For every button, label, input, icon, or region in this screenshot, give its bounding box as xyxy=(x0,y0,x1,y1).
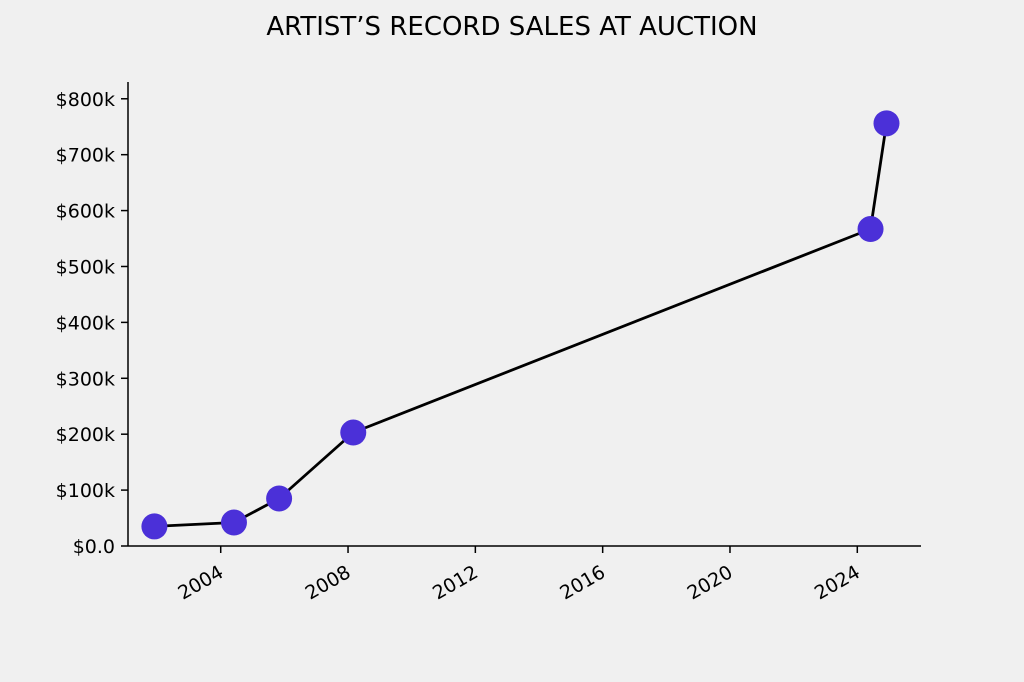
y-tick-label: $100k xyxy=(56,480,115,502)
data-point xyxy=(220,509,247,536)
x-axis: 2004 2008 2012 2016 2020 2024 xyxy=(128,545,921,605)
x-tick-label: 2020 xyxy=(684,561,737,604)
y-tick-label: $400k xyxy=(56,312,115,334)
y-tick-label: $600k xyxy=(56,201,115,223)
x-tick-label: 2012 xyxy=(429,561,482,604)
series-line xyxy=(154,123,888,528)
y-tick-label: $800k xyxy=(56,89,115,111)
y-tick-label: $700k xyxy=(56,145,115,167)
x-tick-label: 2016 xyxy=(556,561,609,604)
data-point xyxy=(141,513,168,540)
data-point xyxy=(340,419,367,446)
y-tick-label: $0.0 xyxy=(73,536,115,558)
plot-area xyxy=(141,110,900,540)
y-tick-label: $500k xyxy=(56,256,115,278)
y-axis: $0.0 $100k $200k $300k $400k $500k $600k $700k $… xyxy=(56,82,129,558)
data-point xyxy=(873,110,900,137)
data-point xyxy=(857,216,884,243)
x-tick-label: 2024 xyxy=(811,561,864,604)
y-tick-label: $200k xyxy=(56,424,115,446)
y-tick-label: $300k xyxy=(56,368,115,390)
x-tick-label: 2008 xyxy=(302,561,355,604)
x-tick-label: 2004 xyxy=(174,561,227,604)
data-point xyxy=(266,485,293,512)
chart-title: ARTIST’S RECORD SALES AT AUCTION xyxy=(266,12,757,42)
